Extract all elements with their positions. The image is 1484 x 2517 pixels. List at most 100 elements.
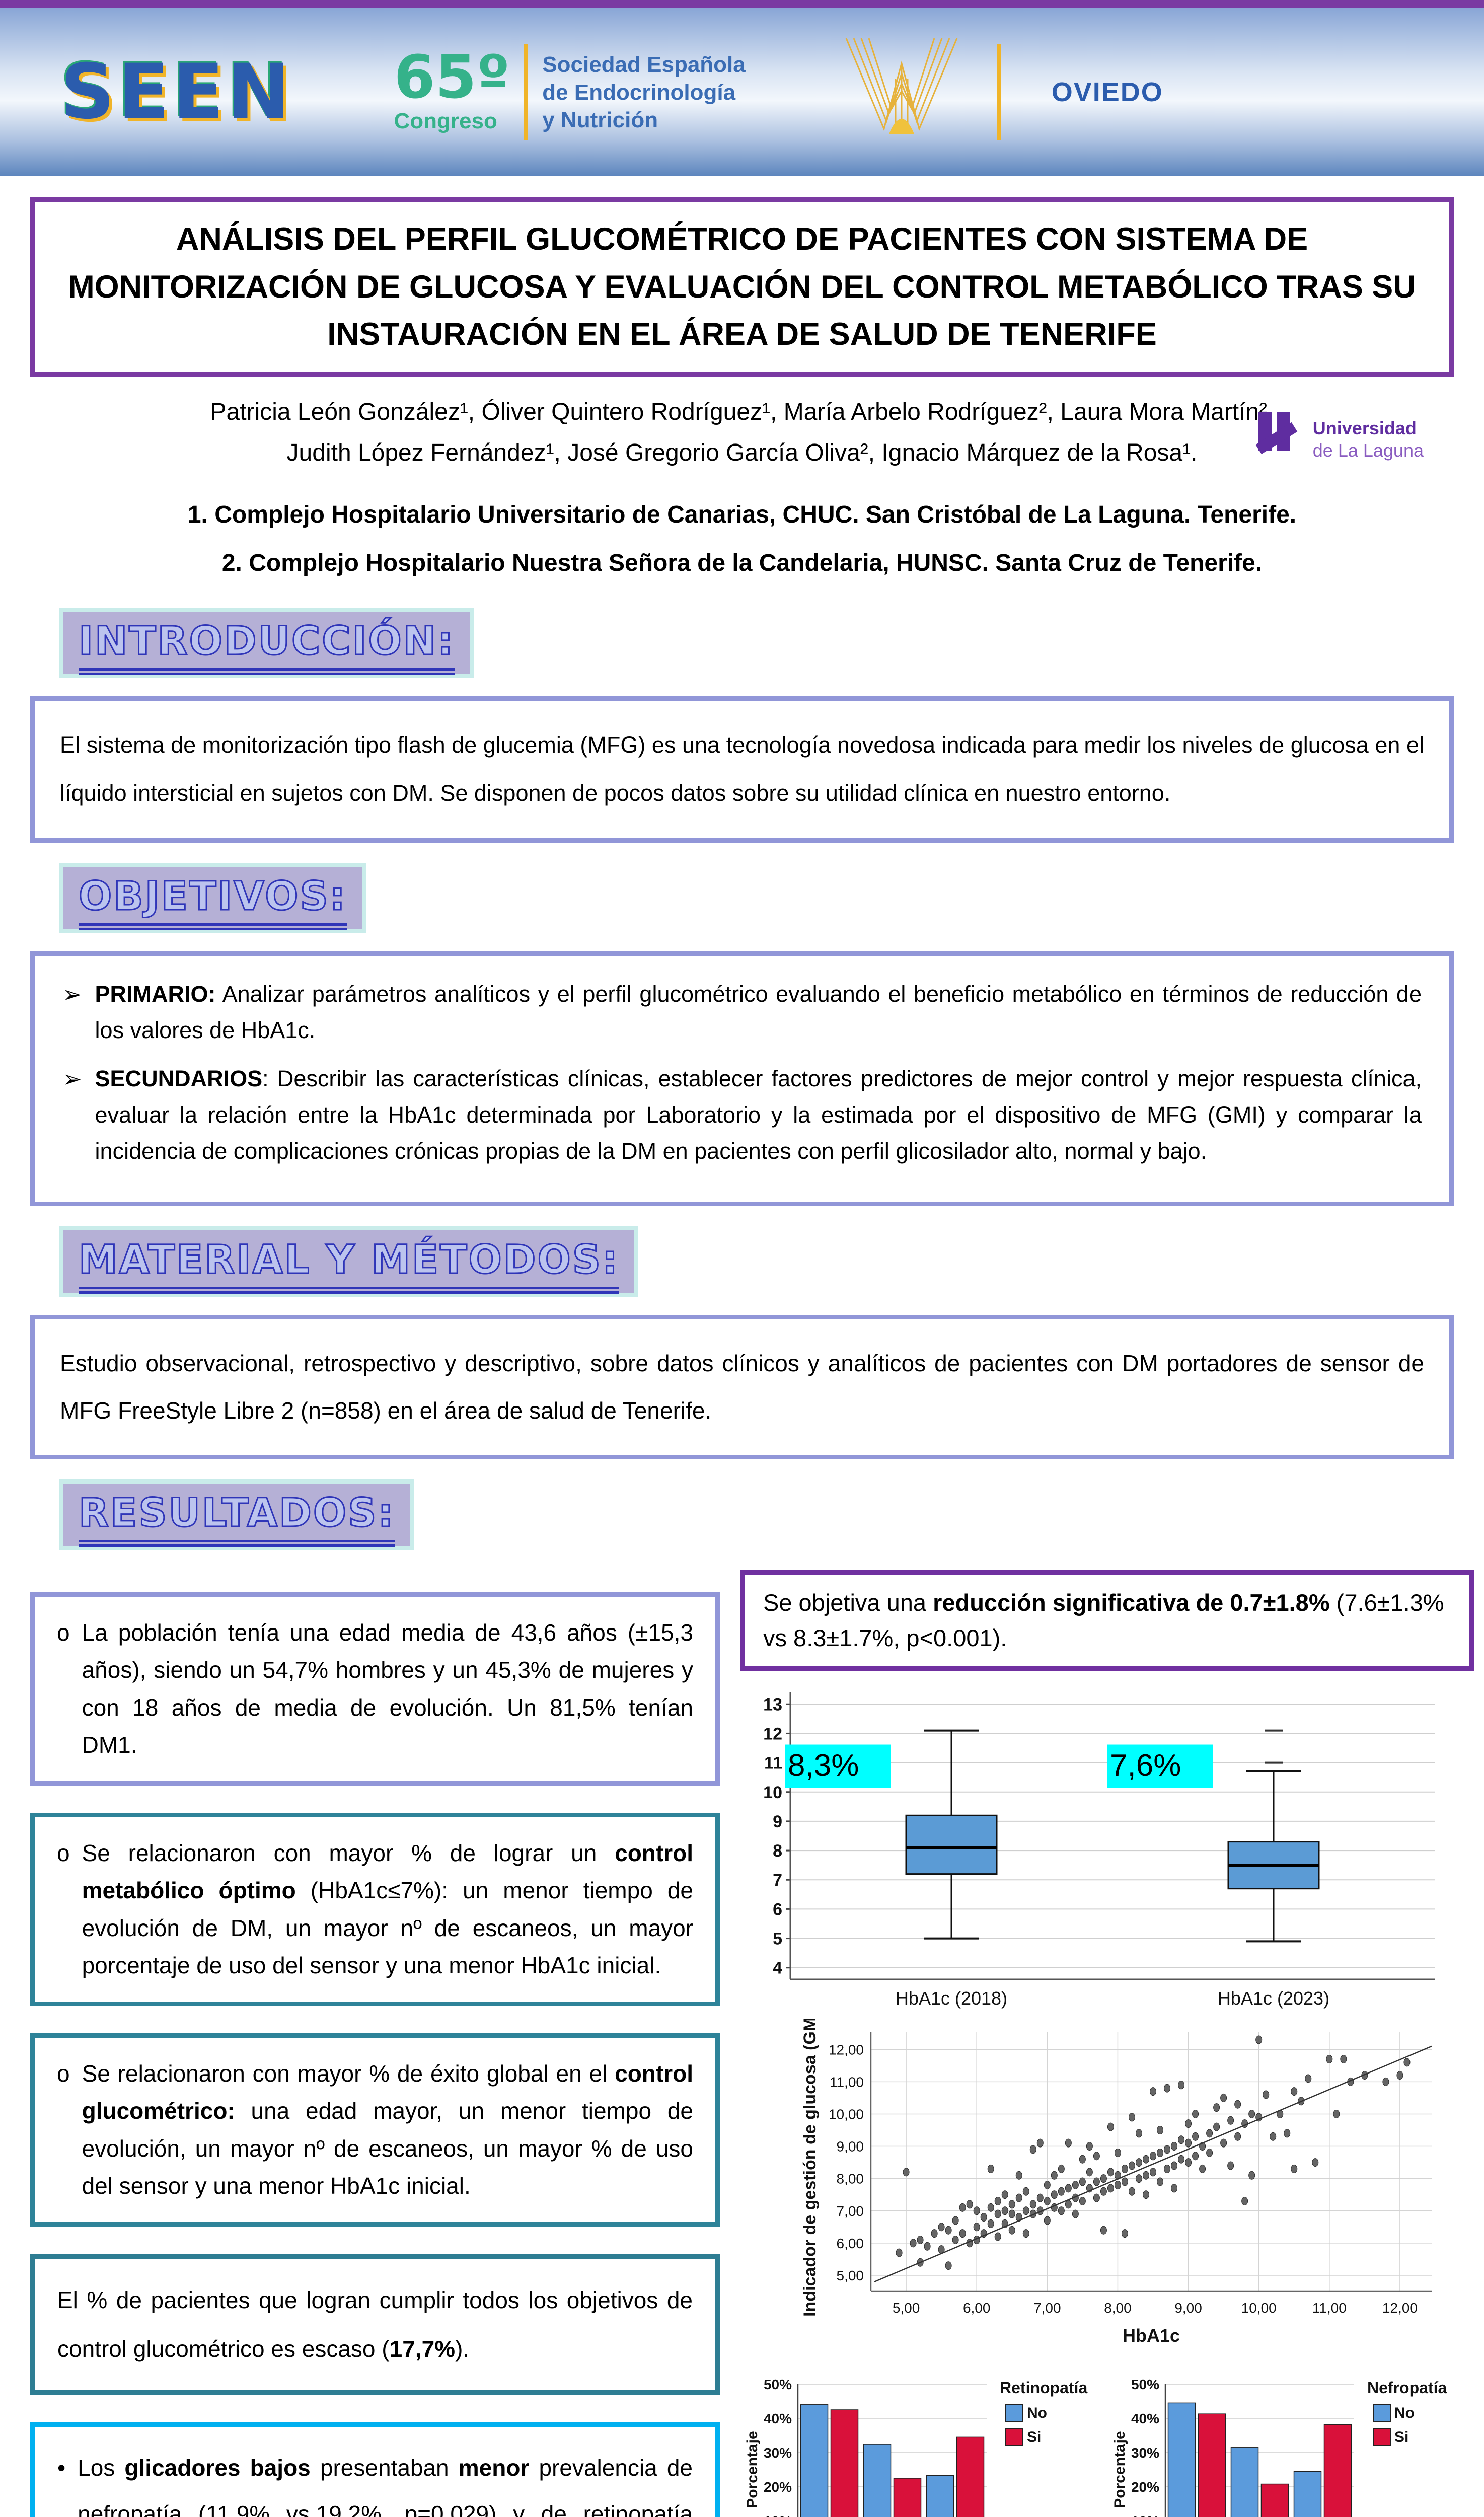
section-heading-material: MATERIAL Y MÉTODOS: <box>59 1226 639 1297</box>
svg-text:7,00: 7,00 <box>1033 2300 1061 2316</box>
top-border <box>0 0 1484 8</box>
circle-bullet-icon: o <box>57 1619 70 1646</box>
svg-text:7,6%: 7,6% <box>1110 1748 1181 1783</box>
svg-text:No: No <box>1027 2405 1047 2421</box>
svg-text:12: 12 <box>763 1724 782 1743</box>
svg-text:50%: 50% <box>764 2377 792 2392</box>
svg-text:8,3%: 8,3% <box>788 1748 859 1783</box>
svg-text:6: 6 <box>773 1900 782 1919</box>
congress-city: OVIEDO <box>1051 77 1163 107</box>
svg-text:HbA1c (2023): HbA1c (2023) <box>1218 1988 1329 2009</box>
hba1c-boxplot-chart: 4 5 6 7 8 9 10 11 12 13 8,3% HbA1c (2018) 7,6% HbA1c … <box>763 1692 1435 2009</box>
svg-text:Porcentaje: Porcentaje <box>744 2431 761 2508</box>
section-heading-objetivos: OBJETIVOS: <box>59 863 366 934</box>
svg-text:Retinopatía: Retinopatía <box>1000 2379 1087 2397</box>
svg-text:HbA1c (2018): HbA1c (2018) <box>896 1988 1007 2009</box>
svg-text:8,00: 8,00 <box>1104 2300 1132 2316</box>
svg-text:12,00: 12,00 <box>829 2042 864 2057</box>
svg-text:Nefropatía: Nefropatía <box>1367 2379 1447 2397</box>
authors-row: Patricia León González¹, Óliver Quintero… <box>60 392 1424 474</box>
svg-text:6,00: 6,00 <box>963 2300 991 2316</box>
section-heading-resultados: RESULTADOS: <box>59 1479 414 1550</box>
ull-logo: Universidad de La Laguna <box>1255 411 1424 467</box>
result-box-objetivos-escaso: El % de pacientes que logran cumplir tod… <box>30 2253 720 2396</box>
svg-text:6,00: 6,00 <box>837 2236 864 2251</box>
svg-text:10: 10 <box>763 1783 782 1802</box>
svg-text:13: 13 <box>763 1695 782 1714</box>
svg-text:10%: 10% <box>1131 2513 1159 2517</box>
objective-secundarios: ➢ SECUNDARIOS: Describir las característ… <box>62 1061 1422 1169</box>
results-left-column: o La población tenía una edad media de 4… <box>30 1565 720 2517</box>
svg-text:11,00: 11,00 <box>1312 2300 1347 2316</box>
svg-text:5,00: 5,00 <box>893 2300 920 2316</box>
svg-text:5: 5 <box>773 1929 782 1948</box>
section-heading-introduccion: INTRODUCCIÓN: <box>59 607 474 678</box>
svg-text:40%: 40% <box>1131 2411 1159 2426</box>
svg-text:9: 9 <box>773 1812 782 1831</box>
result-box-exito-global: o Se relacionaron con mayor % de éxito g… <box>30 2033 720 2227</box>
objetivos-box: ➢ PRIMARIO: Analizar parámetros analític… <box>30 951 1454 1207</box>
svg-text:11: 11 <box>764 1753 782 1772</box>
svg-text:12,00: 12,00 <box>1382 2300 1418 2316</box>
svg-text:20%: 20% <box>1131 2479 1159 2495</box>
results-area: o La población tenía una edad media de 4… <box>30 1565 1484 2517</box>
arrow-bullet-icon: ➢ <box>62 981 82 1008</box>
svg-text:4: 4 <box>773 1959 782 1978</box>
bar-charts-row: 0%10%20%30%40%50%NormalBajoAltoTipo de g… <box>740 2364 1474 2517</box>
svg-text:10,00: 10,00 <box>1241 2300 1277 2316</box>
svg-text:10%: 10% <box>764 2513 792 2517</box>
svg-text:11,00: 11,00 <box>830 2074 864 2090</box>
svg-text:Si: Si <box>1027 2429 1041 2446</box>
svg-text:Si: Si <box>1394 2429 1408 2446</box>
society-name: Sociedad Española de Endocrinología y Nu… <box>542 52 746 132</box>
congress-logo: 65º Congreso Sociedad Española de Endocr… <box>394 44 746 140</box>
gmi-hba1c-scatter-chart: 5,00 6,00 7,00 8,00 9,00 10,00 11,00 12,00 5,00 6… <box>800 2019 1432 2346</box>
svg-text:50%: 50% <box>1131 2377 1159 2392</box>
svg-text:HbA1c: HbA1c <box>1123 2325 1180 2346</box>
result-box-glicadores-bajos: • Los glicadores bajos presentaban menor… <box>30 2422 720 2517</box>
svg-text:8: 8 <box>773 1841 782 1861</box>
result-box-reduccion: Se objetiva una reducción significativa … <box>740 1570 1474 1671</box>
introduccion-box: El sistema de monitorización tipo flash … <box>30 696 1454 843</box>
circle-bullet-icon: o <box>57 2060 70 2087</box>
svg-text:9,00: 9,00 <box>1174 2300 1202 2316</box>
objective-primario: ➢ PRIMARIO: Analizar parámetros analític… <box>62 976 1422 1049</box>
congress-word: Congreso <box>394 109 497 134</box>
ull-mark-icon <box>1255 411 1304 467</box>
header-separator-icon <box>524 44 529 140</box>
svg-text:30%: 30% <box>1131 2445 1159 2461</box>
result-box-poblacion: o La población tenía una edad media de 4… <box>30 1592 720 1786</box>
arrow-bullet-icon: ➢ <box>62 1066 82 1092</box>
dot-bullet-icon: • <box>57 2455 66 2481</box>
affiliation-1: 1. Complejo Hospitalario Universitario d… <box>187 501 1297 528</box>
svg-text:7: 7 <box>773 1871 782 1890</box>
poster-title: ANÁLISIS DEL PERFIL GLUCOMÉTRICO DE PACI… <box>30 197 1454 377</box>
nefropatia-bar-chart: 0%10%20%30%40%50%NormalBajoAltoTipo de g… <box>1111 2377 1447 2517</box>
material-box: Estudio observacional, retrospectivo y d… <box>30 1315 1454 1459</box>
affiliations: 1. Complejo Hospitalario Universitario d… <box>0 491 1484 587</box>
seen-logo: SEEN <box>60 48 293 136</box>
circle-bullet-icon: o <box>57 1839 70 1866</box>
svg-text:8,00: 8,00 <box>837 2171 864 2186</box>
svg-text:30%: 30% <box>764 2445 792 2461</box>
svg-text:5,00: 5,00 <box>837 2268 864 2283</box>
ull-name: Universidad <box>1312 418 1417 439</box>
affiliation-2: 2. Complejo Hospitalario Nuestra Señora … <box>221 549 1263 576</box>
svg-text:No: No <box>1394 2405 1415 2421</box>
results-right-column: Se objetiva una reducción significativa … <box>740 1565 1474 2517</box>
congress-number: 65º <box>394 42 510 112</box>
svg-text:Indicador de gestión de glucos: Indicador de gestión de glucosa (GMI) <box>800 2019 820 2317</box>
svg-text:10,00: 10,00 <box>829 2106 864 2122</box>
ull-subname: de La Laguna <box>1312 439 1424 461</box>
svg-text:Porcentaje: Porcentaje <box>1111 2431 1128 2508</box>
header: SEEN 65º Congreso Sociedad Española de E… <box>0 8 1484 176</box>
svg-text:9,00: 9,00 <box>837 2138 864 2154</box>
retinopatia-bar-chart: 0%10%20%30%40%50%NormalBajoAltoTipo de g… <box>744 2377 1087 2517</box>
svg-text:40%: 40% <box>764 2411 792 2426</box>
result-box-control-metabolico: o Se relacionaron con mayor % de lograr … <box>30 1812 720 2006</box>
svg-text:20%: 20% <box>764 2479 792 2495</box>
authors: Patricia León González¹, Óliver Quintero… <box>210 398 1274 467</box>
header-separator-icon <box>997 44 1001 140</box>
svg-text:7,00: 7,00 <box>837 2203 864 2219</box>
